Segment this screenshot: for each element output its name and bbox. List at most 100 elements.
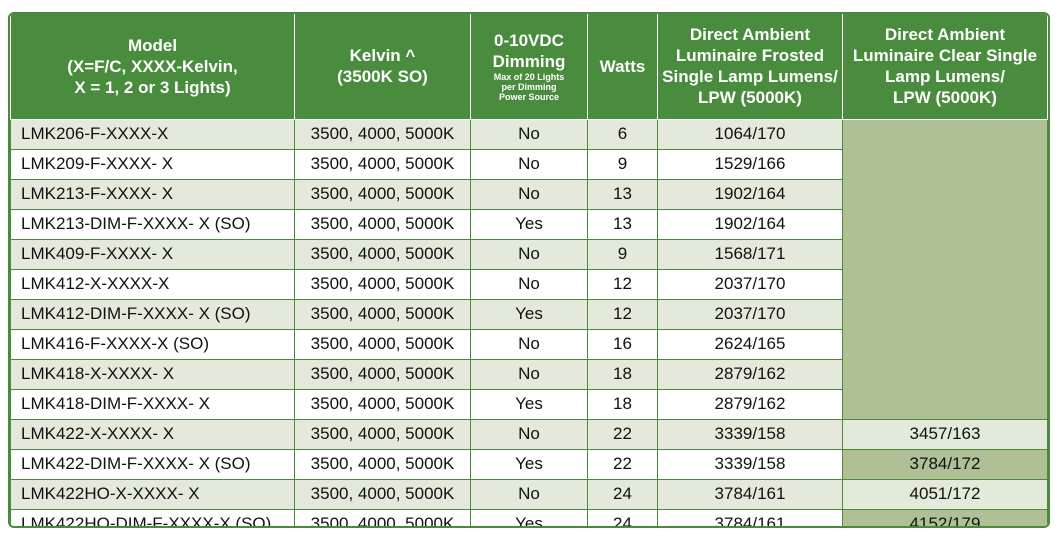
header-line: Luminaire Frosted: [675, 46, 825, 66]
header-line: X = 1, 2 or 3 Lights): [74, 77, 231, 97]
table-cell: 3500, 4000, 5000K: [294, 478, 471, 510]
table-cell: 1902/164: [657, 178, 843, 210]
header-note: Max of 20 Lights: [493, 72, 565, 83]
table-cell: 3784/161: [657, 508, 843, 526]
table-cell: LMK422HO-X-XXXX- X: [10, 478, 295, 510]
header-line: Direct Ambient: [689, 25, 811, 45]
table-row: LMK412-X-XXXX-X 3500, 4000, 5000K No 12 2037…: [10, 268, 1048, 300]
header-cell: Direct Ambient Luminaire Frosted Single La…: [657, 14, 843, 120]
table-cell: LMK412-X-XXXX-X: [10, 268, 295, 300]
table-cell: No: [470, 268, 588, 300]
header-line: Single Lamp Lumens/: [662, 67, 838, 87]
table-cell: 2624/165: [657, 328, 843, 360]
table-row: LMK418-DIM-F-XXXX- X 3500, 4000, 5000K Yes…: [10, 388, 1048, 420]
table-cell: 13: [587, 208, 658, 240]
table-cell: No: [470, 478, 588, 510]
header-line: Dimming: [492, 52, 566, 72]
table-cell: No: [470, 328, 588, 360]
table-cell: 22: [587, 448, 658, 480]
table-cell: 13: [587, 178, 658, 210]
table-cell: 24: [587, 508, 658, 526]
table-cell: 3339/158: [657, 418, 843, 450]
table-cell: 3500, 4000, 5000K: [294, 268, 471, 300]
table-cell: 3500, 4000, 5000K: [294, 148, 471, 180]
table-cell: 1064/170: [657, 118, 843, 150]
table-cell: 2879/162: [657, 358, 843, 390]
table-cell: LMK213-DIM-F-XXXX- X (SO): [10, 208, 295, 240]
table-row: LMK422HO-DIM-F-XXXX-X (SO) 3500, 4000, 50…: [10, 508, 1048, 526]
header-note: Power Source: [498, 92, 560, 103]
table-cell: 1568/171: [657, 238, 843, 270]
table-body: LMK206-F-XXXX-X 3500, 4000, 5000K No 6 1064/…: [10, 118, 1048, 526]
header-line: Direct Ambient: [884, 25, 1006, 45]
table-cell: 6: [587, 118, 658, 150]
header-line: LPW (5000K): [893, 88, 997, 108]
table-cell: LMK206-F-XXXX-X: [10, 118, 295, 150]
table-cell: 12: [587, 298, 658, 330]
table-cell: 12: [587, 268, 658, 300]
header-cell: Model (X=F/C, XXXX-Kelvin, X = 1, 2 or 3 L…: [10, 14, 295, 120]
table-cell: 3784/161: [657, 478, 843, 510]
table-row: LMK422HO-X-XXXX- X 3500, 4000, 5000K No 24 3…: [10, 478, 1048, 510]
table-cell: 2879/162: [657, 388, 843, 420]
header-row: Model (X=F/C, XXXX-Kelvin, X = 1, 2 or 3 L…: [10, 14, 1048, 120]
header-line: LPW (5000K): [698, 88, 802, 108]
header-line: (X=F/C, XXXX-Kelvin,: [67, 56, 238, 76]
table-cell: 3500, 4000, 5000K: [294, 298, 471, 330]
table-cell: LMK213-F-XXXX- X: [10, 178, 295, 210]
table-row: LMK416-F-XXXX-X (SO) 3500, 4000, 5000K No 1…: [10, 328, 1048, 360]
table-cell: LMK416-F-XXXX-X (SO): [10, 328, 295, 360]
table-cell: 3500, 4000, 5000K: [294, 328, 471, 360]
table-cell: LMK422-X-XXXX- X: [10, 418, 295, 450]
table-cell: No: [470, 118, 588, 150]
table-cell: No: [470, 148, 588, 180]
header-cell: 0-10VDC Dimming Max of 20 Lights per Dimmin…: [470, 14, 588, 120]
table-cell: Yes: [470, 388, 588, 420]
table-cell: 2037/170: [657, 268, 843, 300]
table-row: LMK418-X-XXXX- X 3500, 4000, 5000K No 18 287…: [10, 358, 1048, 390]
table-cell: No: [470, 358, 588, 390]
table-cell: 3500, 4000, 5000K: [294, 208, 471, 240]
header-cell: Direct Ambient Luminaire Clear Single Lamp…: [842, 14, 1048, 120]
table-cell: 3500, 4000, 5000K: [294, 178, 471, 210]
table-cell: LMK412-DIM-F-XXXX- X (SO): [10, 298, 295, 330]
table-cell: 3457/163: [842, 418, 1048, 450]
table-cell: 3500, 4000, 5000K: [294, 508, 471, 526]
header-line: Lamp Lumens/: [885, 67, 1005, 87]
table-row: LMK422-X-XXXX- X 3500, 4000, 5000K No 22 333…: [10, 418, 1048, 450]
table-cell: 24: [587, 478, 658, 510]
table-cell: Yes: [470, 448, 588, 480]
spec-table-frame: Model (X=F/C, XXXX-Kelvin, X = 1, 2 or 3 L…: [8, 12, 1050, 528]
header-line: 0-10VDC: [494, 31, 564, 51]
header-cell: Watts: [587, 14, 658, 120]
table-row: LMK209-F-XXXX- X 3500, 4000, 5000K No 9 1529…: [10, 148, 1048, 180]
header-line: Model: [127, 35, 178, 55]
table-cell: No: [470, 238, 588, 270]
header-cell: Kelvin ^ (3500K SO): [294, 14, 471, 120]
table-cell: 3500, 4000, 5000K: [294, 418, 471, 450]
table-cell: 9: [587, 148, 658, 180]
table-cell: 16: [587, 328, 658, 360]
empty-merged-cell: [842, 118, 1048, 420]
table-cell: Yes: [470, 208, 588, 240]
table-cell: 4152/179: [842, 508, 1048, 526]
table-cell: 3500, 4000, 5000K: [294, 118, 471, 150]
table-cell: LMK422-DIM-F-XXXX- X (SO): [10, 448, 295, 480]
spec-table: Model (X=F/C, XXXX-Kelvin, X = 1, 2 or 3 L…: [10, 14, 1048, 526]
table-cell: 3339/158: [657, 448, 843, 480]
header-note: per Dimming: [501, 82, 557, 93]
table-cell: LMK409-F-XXXX- X: [10, 238, 295, 270]
table-cell: 2037/170: [657, 298, 843, 330]
table-cell: 3500, 4000, 5000K: [294, 358, 471, 390]
table-row: LMK422-DIM-F-XXXX- X (SO) 3500, 4000, 500…: [10, 448, 1048, 480]
table-cell: Yes: [470, 298, 588, 330]
table-cell: 3500, 4000, 5000K: [294, 388, 471, 420]
table-row: LMK206-F-XXXX-X 3500, 4000, 5000K No 6 1064/…: [10, 118, 1048, 420]
header-line: Luminaire Clear Single: [852, 46, 1038, 66]
table-cell: 22: [587, 418, 658, 450]
table-cell: No: [470, 178, 588, 210]
table-cell: 18: [587, 358, 658, 390]
table-cell: 4051/172: [842, 478, 1048, 510]
table-row: LMK409-F-XXXX- X 3500, 4000, 5000K No 9 1568…: [10, 238, 1048, 270]
